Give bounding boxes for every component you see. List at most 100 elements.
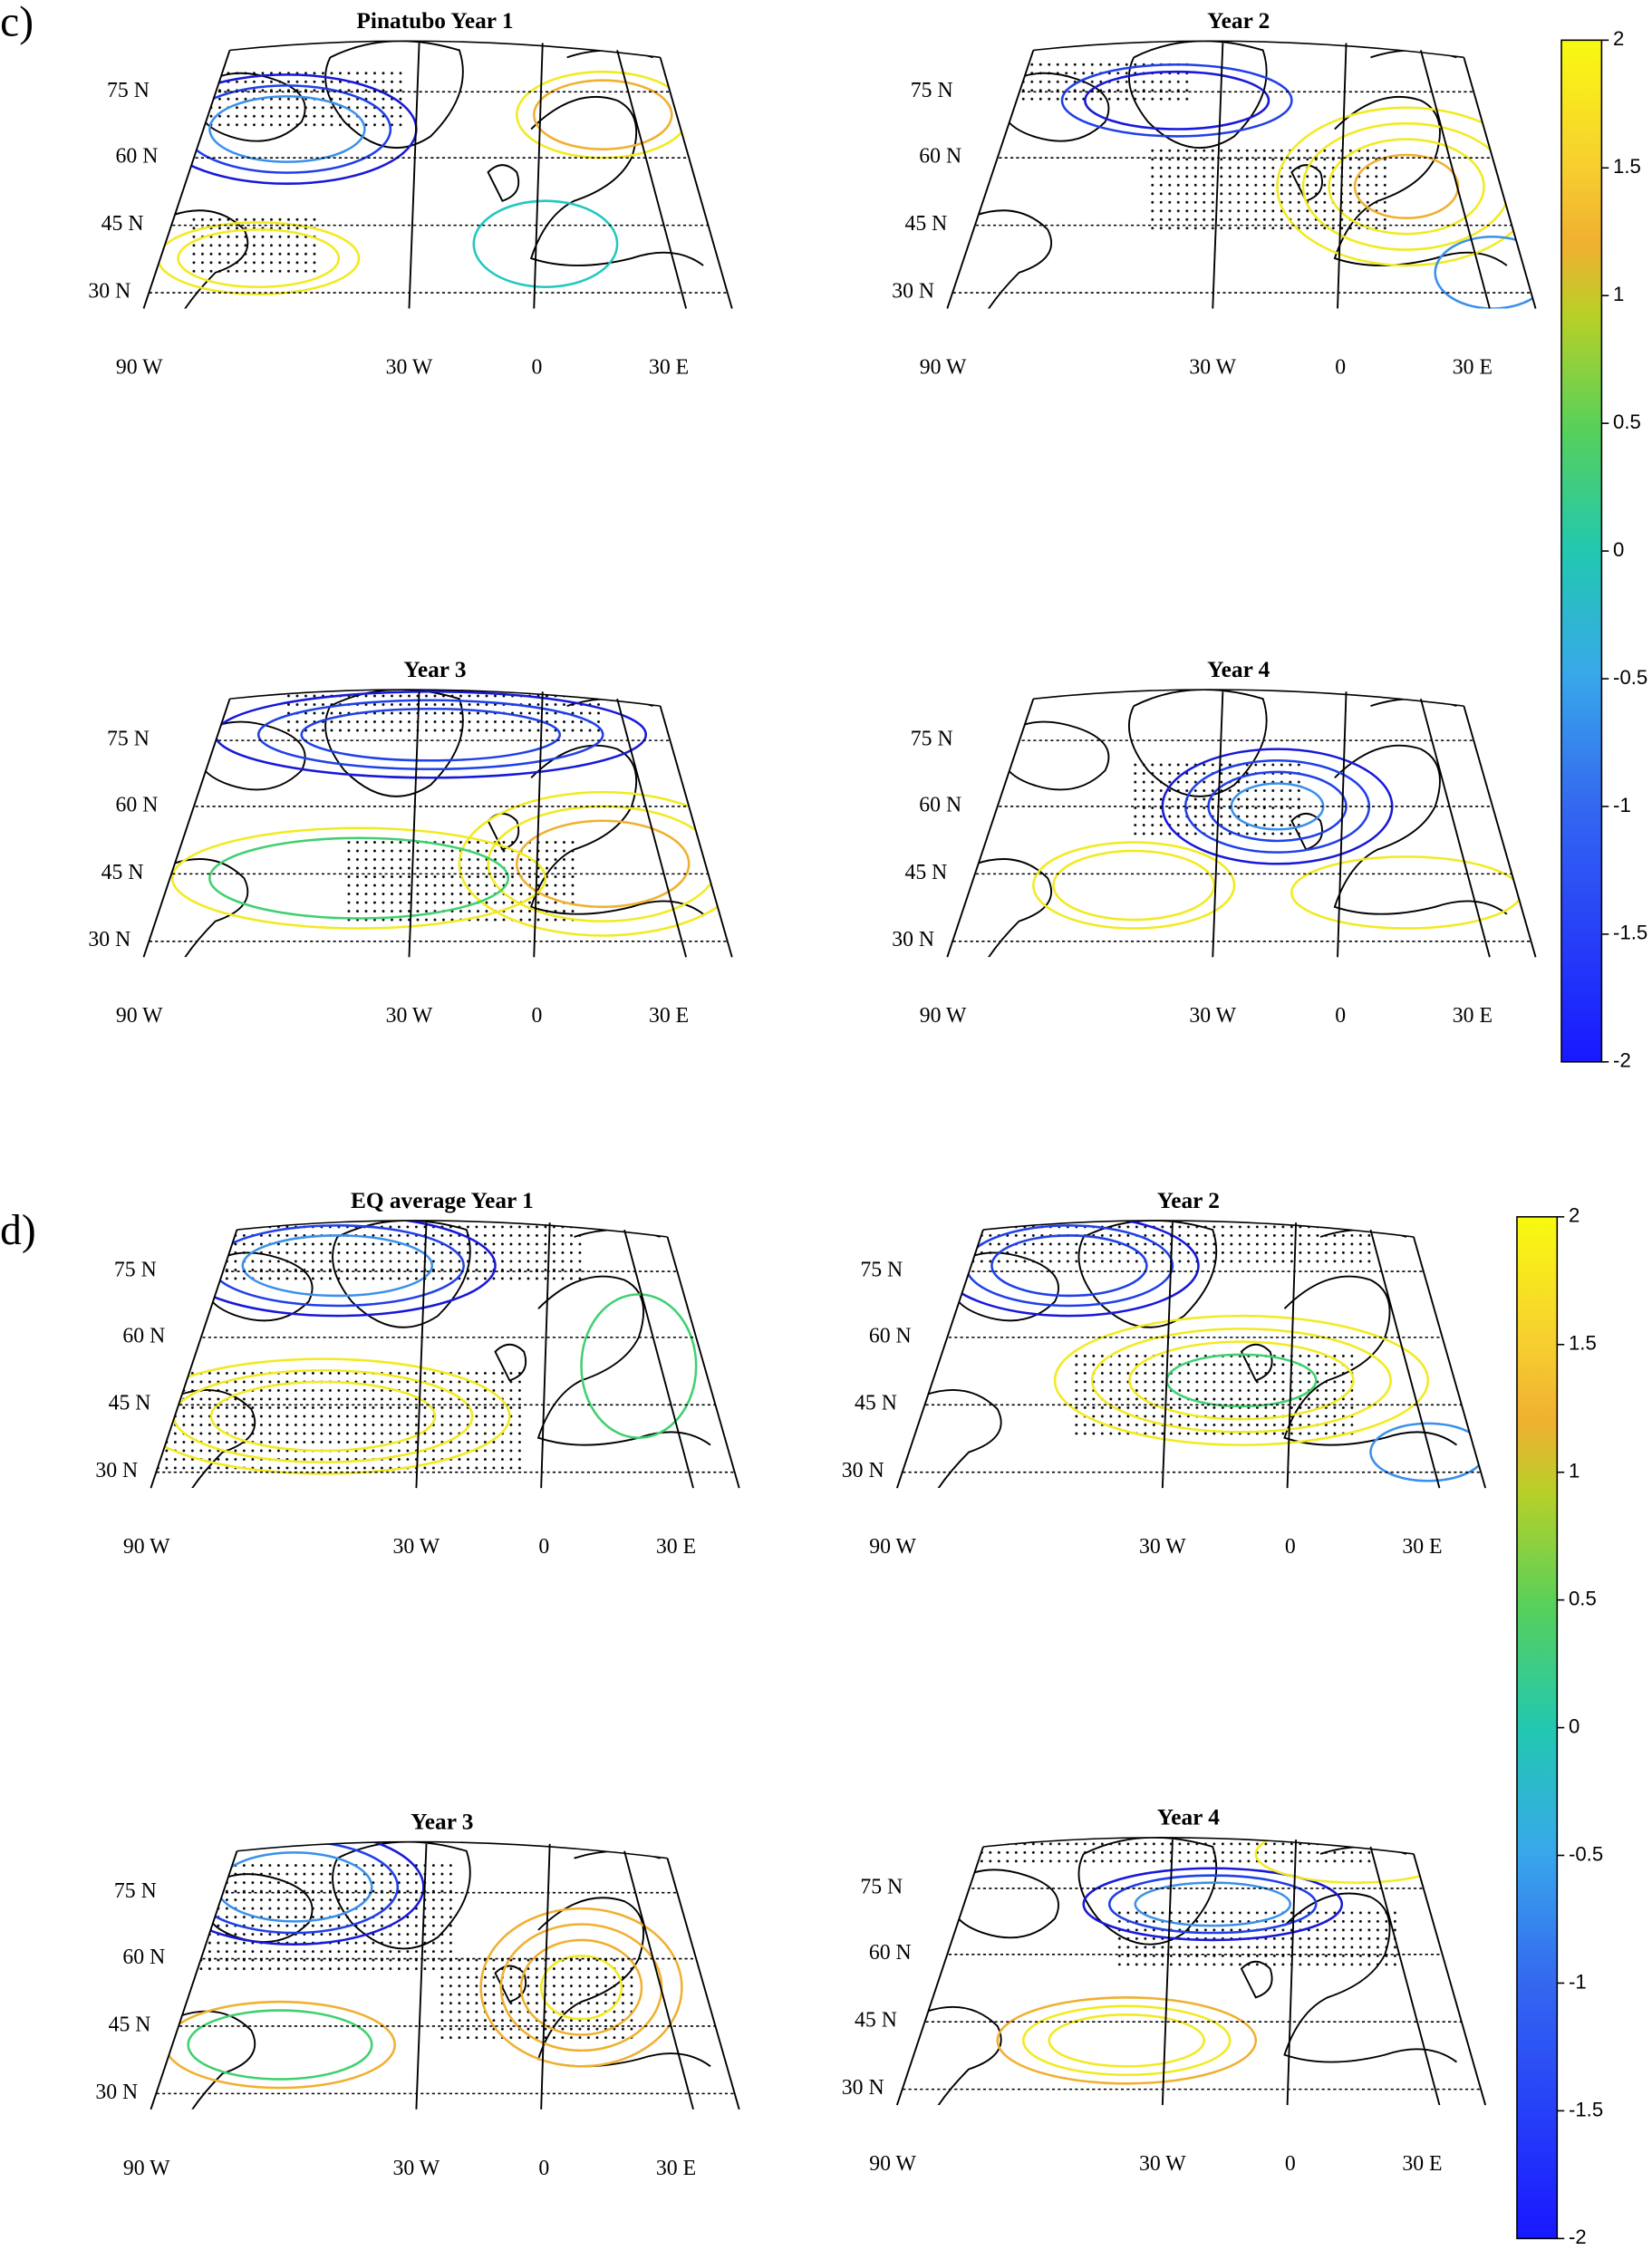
contour	[1052, 849, 1216, 922]
contour	[1021, 2004, 1232, 2077]
map-content	[150, 1220, 739, 1489]
lat-label: 30 N	[842, 2076, 884, 2100]
meridian	[623, 1229, 694, 1489]
lon-label: 30 E	[649, 355, 689, 379]
meridian	[415, 1843, 428, 2110]
colorbar	[1516, 1216, 1559, 2240]
meridian	[150, 1229, 238, 1489]
colorbar-tick-label: -0.5	[1613, 666, 1647, 689]
map-content	[896, 1837, 1486, 2106]
coastline	[171, 41, 704, 309]
lat-label: 60 N	[869, 1324, 912, 1347]
lon-label: 90 W	[116, 1004, 163, 1028]
contour	[1084, 70, 1270, 130]
colorbar-tick-label: -1.5	[1613, 922, 1647, 944]
colorbar-tick-label: -1.5	[1569, 2098, 1603, 2120]
map-panel: Year 2 75 N 60 N 45 N 30 N 90 W 30 W 0 30 E	[842, 1188, 1487, 1559]
panel-label: d)	[0, 1207, 36, 1254]
meridian	[616, 50, 688, 309]
lon-label: 90 W	[123, 2157, 170, 2180]
lat-label: 45 N	[904, 861, 947, 884]
lon-label: 90 W	[869, 2152, 916, 2176]
meridian	[540, 1222, 551, 1489]
lat-label: 75 N	[860, 1258, 903, 1281]
colorbar-tick-label: 1.5	[1569, 1332, 1597, 1355]
meridian	[666, 1858, 740, 2110]
contour	[177, 228, 341, 288]
panel-label: c)	[0, 0, 34, 45]
meridian	[1419, 698, 1491, 958]
contour	[539, 1955, 623, 2021]
contour	[458, 790, 732, 937]
meridian	[895, 1846, 984, 2106]
contour	[996, 1996, 1258, 2085]
lon-label: 30 E	[656, 2157, 696, 2180]
lon-label: 30 W	[393, 2157, 440, 2180]
meridian	[415, 1222, 428, 1489]
lon-label: 0	[531, 355, 542, 379]
coastline	[975, 41, 1508, 309]
meridian	[1413, 1236, 1487, 1489]
lat-label: 30 N	[88, 928, 130, 951]
lon-label: 0	[1285, 1535, 1296, 1559]
stipple	[1112, 1911, 1400, 1969]
colorbar-tick-label: 2	[1569, 1204, 1580, 1227]
lat-label: 45 N	[855, 1392, 897, 1415]
meridian	[623, 1850, 694, 2110]
meridian	[1212, 43, 1224, 309]
contour	[472, 199, 619, 288]
lon-label: 30 W	[1139, 1535, 1186, 1559]
map-top	[982, 1220, 1415, 1238]
stipple	[286, 690, 604, 735]
map-top	[229, 689, 661, 707]
lat-label: 75 N	[911, 79, 953, 102]
meridian	[1286, 1222, 1298, 1489]
meridian	[1337, 43, 1348, 309]
contour	[187, 2009, 373, 2081]
map-title: Year 4	[1157, 1805, 1221, 1830]
map-top	[1033, 40, 1464, 59]
colorbar-tick-label: -1	[1569, 1970, 1587, 1993]
lon-label: 30 W	[1189, 1004, 1236, 1028]
stipple	[165, 1858, 452, 1974]
contour	[209, 1380, 437, 1453]
map-panel: Pinatubo Year 1 75 N 60 N 45 N 30 N 90 W 30 W 0…	[88, 8, 733, 379]
map-panel: EQ average Year 1 75 N 60 N 45 N 30 N 90 W 30 …	[95, 1188, 740, 1559]
meridian	[1463, 57, 1537, 309]
meridian	[1369, 1229, 1441, 1489]
meridian	[1286, 1840, 1298, 2106]
meridian	[408, 43, 420, 309]
contour	[1128, 1340, 1355, 1421]
lat-label: 30 N	[95, 1459, 138, 1482]
map-panel: Year 3 75 N 60 N 45 N 30 N 90 W 30 W 0 30 E	[95, 1809, 740, 2180]
colorbar-tick-label: 1	[1613, 283, 1624, 305]
lon-label: 30 E	[1402, 2152, 1442, 2176]
meridian	[533, 691, 544, 958]
meridian	[1463, 705, 1537, 958]
lon-label: 0	[531, 1004, 542, 1028]
contour	[532, 79, 673, 150]
map-top	[229, 40, 661, 59]
lat-label: 45 N	[855, 2009, 897, 2033]
lon-label: 0	[1285, 2152, 1296, 2176]
colorbar-tick-label: 0	[1569, 1714, 1580, 1737]
lat-label: 60 N	[122, 1946, 165, 1969]
meridian	[1212, 691, 1224, 958]
map-top	[982, 1837, 1415, 1855]
lat-label: 75 N	[860, 1875, 903, 1898]
lat-label: 75 N	[114, 1258, 157, 1281]
contour	[1328, 138, 1485, 236]
contour	[256, 699, 604, 771]
map-content	[896, 1220, 1486, 1489]
colorbar-tick-label: -1	[1613, 794, 1631, 816]
map-top	[237, 1220, 668, 1238]
meridian	[540, 1843, 551, 2110]
meridian	[1337, 691, 1348, 958]
lon-label: 30 W	[1189, 355, 1236, 379]
colorbar-tick-label: -0.5	[1569, 1842, 1603, 1865]
colorbar-tick-label: -2	[1569, 2226, 1587, 2248]
contour	[1434, 236, 1536, 309]
lon-label: 30 E	[649, 1004, 689, 1028]
